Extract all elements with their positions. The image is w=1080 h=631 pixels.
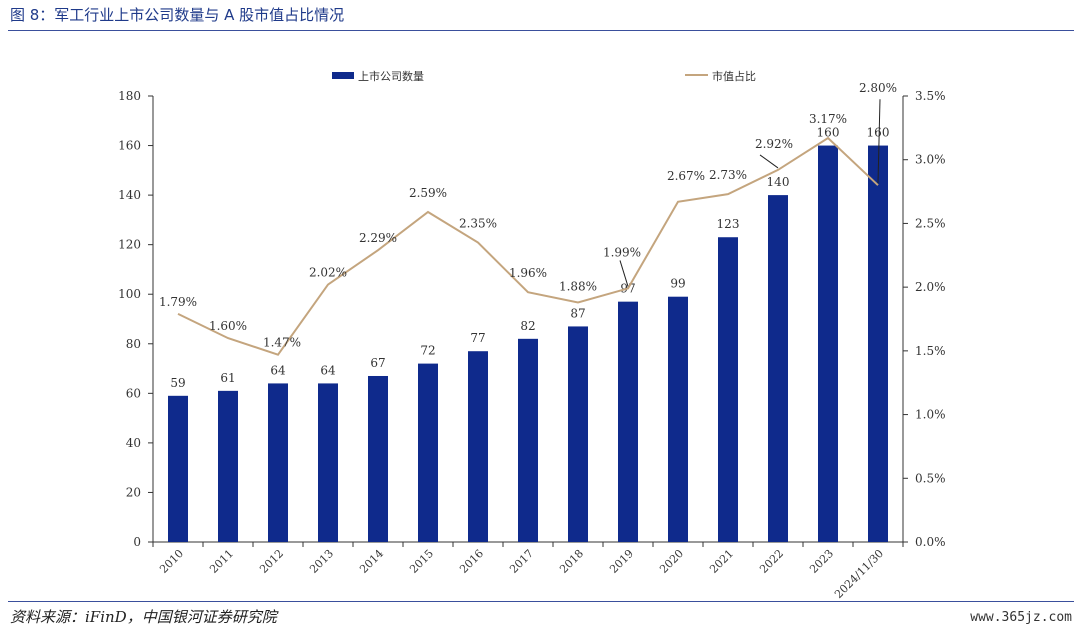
label-leader-line (759, 154, 779, 169)
bar-value-label: 87 (570, 306, 585, 320)
category-label: 2016 (457, 547, 486, 576)
bar-value-label: 72 (420, 344, 435, 358)
bar (718, 237, 738, 542)
bar (568, 326, 588, 542)
category-label: 2024/11/30 (832, 547, 886, 600)
bar (218, 390, 238, 542)
line-value-label: 1.60% (209, 319, 247, 333)
line-value-label: 1.99% (603, 245, 641, 259)
bar-value-label: 64 (270, 363, 286, 377)
title-rule (8, 30, 1074, 31)
bar-value-label: 64 (320, 363, 336, 377)
category-label: 2017 (507, 547, 536, 576)
bar (618, 301, 638, 542)
bar-value-label: 82 (520, 319, 535, 333)
left-tick-label: 180 (118, 89, 141, 103)
legend-bar-swatch (332, 72, 354, 79)
left-tick-label: 40 (126, 436, 141, 450)
label-leader-line (877, 99, 881, 184)
category-label: 2014 (357, 547, 386, 576)
category-label: 2021 (707, 547, 736, 576)
category-label: 2020 (657, 547, 686, 576)
bar (868, 145, 888, 543)
left-tick-label: 140 (118, 188, 141, 202)
right-tick-label: 0.0% (915, 535, 946, 549)
left-tick-label: 100 (118, 287, 141, 301)
line-value-label: 2.80% (859, 81, 897, 95)
line-value-label: 3.17% (809, 112, 847, 126)
line-value-label: 2.67% (667, 169, 705, 183)
category-label: 2013 (307, 547, 336, 576)
bar (518, 338, 538, 542)
figure-title: 图 8：军工行业上市公司数量与 A 股市值占比情况 (10, 6, 345, 24)
bar (168, 395, 188, 542)
right-tick-label: 0.5% (915, 471, 946, 485)
right-tick-label: 2.0% (915, 280, 946, 294)
bar-value-label: 59 (170, 376, 185, 390)
bar (818, 145, 838, 543)
market-share-line (177, 136, 879, 356)
line-value-label: 1.79% (159, 295, 197, 309)
line-value-label: 2.92% (755, 137, 793, 151)
legend-line-label: 市值占比 (712, 69, 756, 83)
legend-bar-label: 上市公司数量 (358, 69, 424, 83)
left-tick-label: 60 (126, 386, 141, 400)
line-value-label: 2.02% (309, 266, 347, 280)
bar (768, 195, 788, 542)
bar-value-label: 67 (370, 356, 385, 370)
category-label: 2010 (157, 547, 186, 576)
bar (368, 375, 388, 542)
line-value-label: 2.73% (709, 168, 747, 182)
right-tick-label: 1.5% (915, 344, 946, 358)
line-value-label: 2.59% (409, 186, 447, 200)
bar-value-label: 160 (867, 126, 890, 140)
left-tick-label: 0 (133, 535, 141, 549)
category-label: 2012 (257, 547, 286, 576)
bar (318, 383, 338, 542)
category-label: 2023 (807, 547, 836, 576)
category-label: 2022 (757, 547, 786, 576)
category-label: 2015 (407, 547, 436, 576)
right-tick-label: 3.0% (915, 153, 946, 167)
left-tick-label: 20 (126, 485, 141, 499)
combo-chart: 0 20 40 60 80 100 120 140 160 180 0.0% 0.5% 1.0% 1.5%… (118, 69, 946, 600)
line-value-label: 1.88% (559, 279, 597, 293)
bar (418, 363, 438, 542)
right-tick-label: 3.5% (915, 89, 946, 103)
bar (468, 351, 488, 542)
category-label: 2018 (557, 547, 586, 576)
source-rule (8, 601, 1074, 602)
left-tick-label: 160 (118, 139, 141, 153)
bar (268, 383, 288, 542)
bar-value-label: 140 (767, 175, 790, 189)
left-tick-label: 80 (126, 337, 141, 351)
bar-value-label: 99 (670, 277, 685, 291)
line-value-label: 1.96% (509, 266, 547, 280)
source-note: 资料来源：iFinD，中国银河证券研究院 (10, 608, 277, 626)
watermark: www.365jz.com (970, 610, 1072, 625)
bar-value-label: 77 (470, 331, 485, 345)
line-value-label: 2.29% (359, 231, 397, 245)
right-tick-label: 2.5% (915, 216, 946, 230)
category-label: 2011 (207, 547, 236, 576)
label-leader-line (619, 260, 629, 287)
left-tick-label: 120 (118, 238, 141, 252)
bar-value-label: 160 (817, 126, 840, 140)
right-tick-label: 1.0% (915, 408, 946, 422)
category-label: 2019 (607, 547, 636, 576)
bar (668, 296, 688, 542)
bar-value-label: 123 (717, 217, 740, 231)
line-value-label: 1.47% (263, 336, 301, 350)
line-value-label: 2.35% (459, 217, 497, 231)
bar-value-label: 61 (220, 371, 235, 385)
